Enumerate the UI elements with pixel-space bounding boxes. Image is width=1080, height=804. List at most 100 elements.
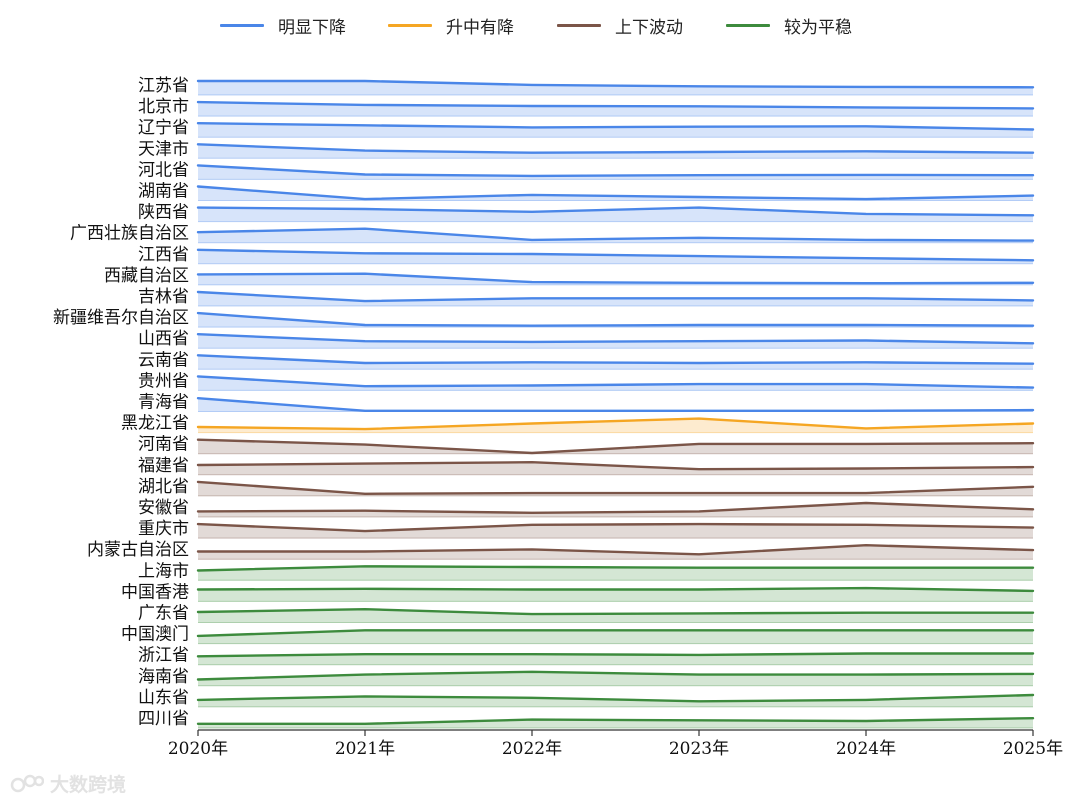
ridge-series: 河南省 bbox=[138, 435, 1035, 455]
row-label: 河南省 bbox=[138, 435, 189, 455]
legend-item-decline: 明显下降 bbox=[220, 10, 346, 40]
legend-item-stable: 较为平稳 bbox=[726, 10, 852, 40]
legend-swatch-blue bbox=[220, 23, 264, 27]
watermark: 大数跨境 bbox=[10, 770, 126, 797]
ridge-line bbox=[196, 565, 1035, 572]
row-label: 重庆市 bbox=[138, 519, 189, 539]
ridge-series: 黑龙江省 bbox=[121, 414, 1035, 434]
ridge-area bbox=[198, 630, 1033, 644]
ridge-series: 江苏省 bbox=[138, 76, 1035, 96]
x-tick-label: 2022年 bbox=[502, 739, 562, 759]
ridge-line bbox=[196, 652, 1035, 658]
ridge-line bbox=[196, 608, 1035, 616]
ridge-area bbox=[198, 249, 1033, 264]
ridge-series: 浙江省 bbox=[138, 646, 1035, 666]
ridge-series: 中国香港 bbox=[121, 582, 1035, 602]
ridge-line bbox=[196, 501, 1035, 514]
ridge-series: 福建省 bbox=[138, 456, 1035, 476]
row-label: 辽宁省 bbox=[138, 118, 189, 138]
row-label: 陕西省 bbox=[138, 203, 189, 223]
row-label: 广东省 bbox=[138, 604, 189, 624]
ridge-line bbox=[196, 522, 1035, 533]
row-label: 吉林省 bbox=[138, 287, 189, 307]
ridge-line bbox=[196, 122, 1035, 131]
ridge-series: 内蒙古自治区 bbox=[87, 540, 1035, 560]
ridge-line bbox=[196, 227, 1035, 242]
legend-label: 上下波动 bbox=[615, 17, 683, 38]
ridge-area bbox=[198, 355, 1033, 370]
ridge-line bbox=[196, 290, 1035, 303]
ridge-line bbox=[196, 311, 1035, 327]
ridge-area bbox=[198, 207, 1033, 222]
ridge-area bbox=[198, 439, 1033, 454]
ridge-series: 贵州省 bbox=[138, 371, 1035, 391]
watermark-logo-icon bbox=[10, 774, 44, 792]
row-label: 中国香港 bbox=[121, 582, 189, 602]
ridge-line bbox=[196, 185, 1035, 201]
ridge-line bbox=[196, 333, 1035, 345]
ridge-area bbox=[198, 186, 1033, 201]
ridge-series: 河北省 bbox=[138, 160, 1035, 180]
row-label: 青海省 bbox=[138, 393, 189, 413]
ridge-series: 辽宁省 bbox=[138, 118, 1035, 138]
row-label: 天津市 bbox=[138, 139, 189, 159]
ridge-line bbox=[196, 544, 1035, 556]
ridge-series: 山东省 bbox=[138, 688, 1035, 708]
ridge-line bbox=[196, 586, 1035, 593]
row-label: 黑龙江省 bbox=[121, 414, 189, 434]
row-label: 浙江省 bbox=[138, 646, 189, 666]
ridge-series: 四川省 bbox=[138, 709, 1035, 729]
ridge-line bbox=[196, 375, 1035, 389]
ridge-line bbox=[196, 164, 1035, 178]
ridge-line bbox=[196, 272, 1035, 285]
ridge-series: 中国澳门 bbox=[121, 625, 1035, 645]
ridge-line bbox=[196, 206, 1035, 217]
row-label: 山东省 bbox=[138, 688, 189, 708]
ridge-series: 海南省 bbox=[138, 667, 1035, 687]
ridge-area bbox=[198, 144, 1033, 159]
row-label: 四川省 bbox=[138, 709, 189, 729]
ridge-line bbox=[196, 480, 1035, 495]
ridge-series: 广西壮族自治区 bbox=[70, 224, 1035, 244]
row-label: 北京市 bbox=[138, 97, 189, 117]
ridge-series: 上海市 bbox=[138, 561, 1035, 581]
ridge-line bbox=[196, 143, 1035, 154]
ridge-area bbox=[198, 609, 1033, 623]
row-label: 福建省 bbox=[138, 456, 189, 476]
row-label: 内蒙古自治区 bbox=[87, 540, 189, 560]
row-label: 山西省 bbox=[138, 329, 189, 349]
ridge-area bbox=[198, 588, 1033, 602]
x-tick-label: 2023年 bbox=[669, 739, 729, 759]
ridge-line bbox=[196, 417, 1035, 431]
ridge-line bbox=[196, 693, 1035, 703]
ridge-area bbox=[198, 566, 1033, 581]
ridge-series: 重庆市 bbox=[138, 519, 1035, 539]
ridge-series: 湖南省 bbox=[138, 182, 1035, 202]
ridge-series: 陕西省 bbox=[138, 203, 1035, 223]
row-label: 广西壮族自治区 bbox=[70, 224, 189, 244]
ridge-series: 北京市 bbox=[138, 97, 1035, 117]
ridge-area bbox=[198, 462, 1033, 475]
row-label: 云南省 bbox=[138, 350, 189, 370]
ridge-line bbox=[196, 461, 1035, 471]
ridge-line bbox=[196, 354, 1035, 365]
ridge-line bbox=[196, 629, 1035, 638]
row-label: 江西省 bbox=[138, 245, 189, 265]
row-label: 江苏省 bbox=[138, 76, 189, 96]
x-tick-label: 2021年 bbox=[335, 739, 395, 759]
ridge-series: 西藏自治区 bbox=[104, 266, 1035, 286]
legend-swatch-green bbox=[726, 23, 770, 27]
ridge-series: 天津市 bbox=[138, 139, 1035, 159]
row-label: 湖南省 bbox=[138, 182, 189, 202]
ridge-area bbox=[198, 695, 1033, 707]
ridge-series: 湖北省 bbox=[138, 477, 1035, 497]
row-label: 海南省 bbox=[138, 667, 189, 687]
ridge-area bbox=[198, 718, 1033, 728]
legend-swatch-brown bbox=[557, 23, 601, 27]
ridge-line bbox=[196, 248, 1035, 262]
ridge-area bbox=[198, 524, 1033, 539]
legend-item-rise-fall: 升中有降 bbox=[388, 10, 514, 40]
ridge-area bbox=[198, 653, 1033, 665]
row-label: 中国澳门 bbox=[121, 625, 189, 645]
row-label: 湖北省 bbox=[138, 477, 189, 497]
